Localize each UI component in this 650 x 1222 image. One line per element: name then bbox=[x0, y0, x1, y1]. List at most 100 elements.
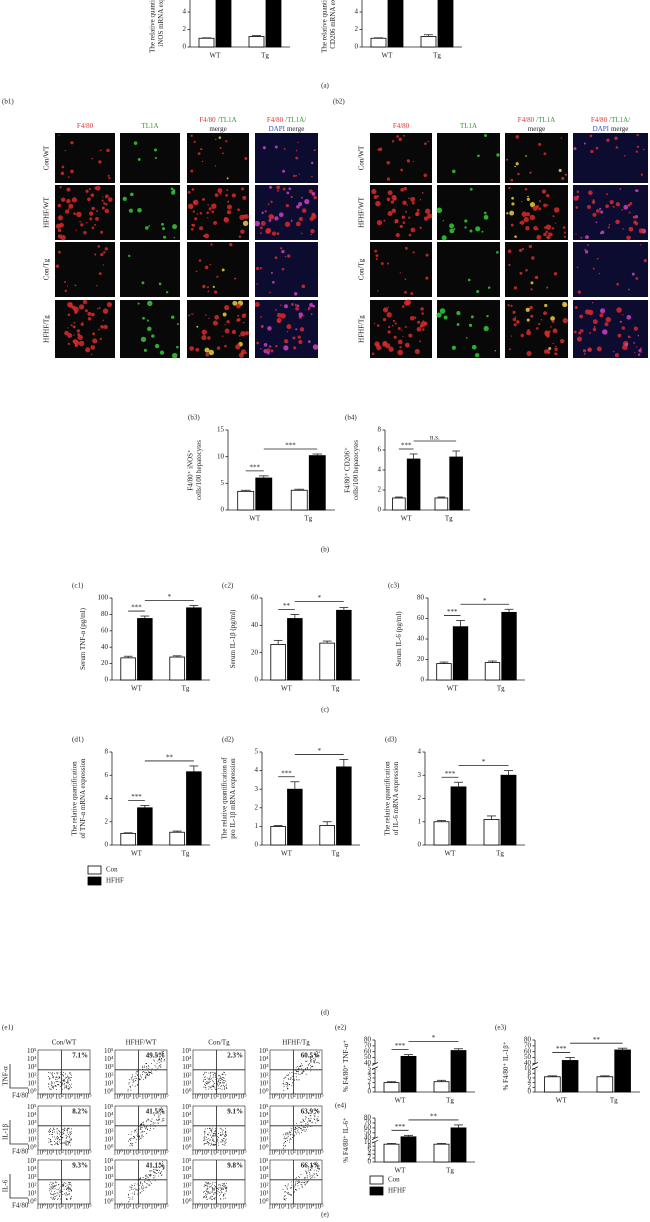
cell bbox=[510, 335, 513, 337]
y-tick-label: 0 bbox=[528, 1088, 532, 1096]
cell bbox=[137, 302, 140, 305]
event bbox=[128, 1193, 130, 1195]
event bbox=[130, 1089, 132, 1091]
cell bbox=[529, 202, 536, 208]
event bbox=[70, 1134, 71, 1135]
event bbox=[158, 1166, 160, 1168]
cell bbox=[546, 349, 550, 353]
event bbox=[66, 1082, 68, 1084]
event bbox=[154, 1122, 156, 1124]
event bbox=[207, 1192, 209, 1194]
event bbox=[150, 1120, 152, 1122]
event bbox=[160, 1064, 162, 1066]
significance-label: *** bbox=[401, 442, 412, 450]
event bbox=[52, 1134, 54, 1135]
event bbox=[225, 1189, 227, 1191]
event bbox=[318, 1119, 319, 1121]
cell bbox=[583, 142, 586, 145]
event bbox=[218, 1085, 219, 1087]
cell bbox=[552, 342, 555, 345]
cell bbox=[509, 210, 515, 216]
bar bbox=[433, 821, 450, 846]
event bbox=[129, 1139, 131, 1140]
cell bbox=[100, 324, 104, 329]
significance-label: * bbox=[432, 1034, 436, 1042]
micrograph bbox=[370, 133, 432, 183]
event bbox=[204, 1128, 206, 1130]
event bbox=[161, 1053, 163, 1055]
cell bbox=[403, 134, 405, 137]
cell bbox=[562, 301, 568, 307]
event bbox=[216, 1084, 218, 1086]
panel-label: (c2) bbox=[222, 582, 234, 590]
event bbox=[288, 1078, 290, 1080]
event bbox=[291, 1082, 293, 1084]
event bbox=[217, 1136, 218, 1138]
header-part: /TL1A bbox=[536, 116, 555, 124]
event bbox=[71, 1190, 72, 1192]
event bbox=[135, 1189, 137, 1191]
event bbox=[51, 1088, 53, 1090]
event bbox=[58, 1133, 60, 1135]
event bbox=[219, 1080, 221, 1082]
cell bbox=[526, 212, 531, 217]
cell bbox=[605, 193, 608, 196]
cell bbox=[215, 138, 217, 141]
event bbox=[204, 1071, 206, 1073]
cell bbox=[286, 191, 290, 195]
event bbox=[67, 1189, 69, 1191]
event bbox=[301, 1187, 303, 1189]
event bbox=[52, 1198, 54, 1200]
bar bbox=[287, 788, 303, 846]
event bbox=[306, 1182, 308, 1184]
event bbox=[206, 1190, 208, 1192]
x-tick-label: 10¹ bbox=[201, 1149, 210, 1157]
cell bbox=[417, 320, 421, 324]
event bbox=[215, 1134, 217, 1136]
bar bbox=[137, 807, 153, 846]
cell bbox=[615, 146, 619, 149]
cell bbox=[622, 314, 624, 316]
cell bbox=[260, 315, 263, 318]
y-tick-label: 10³ bbox=[27, 1173, 36, 1181]
cell bbox=[543, 311, 547, 316]
event bbox=[309, 1120, 311, 1122]
header-part: merge bbox=[209, 125, 226, 133]
event bbox=[218, 1136, 219, 1138]
y-tick-label: 2 bbox=[368, 1154, 372, 1162]
x-tick-label: WT bbox=[445, 850, 457, 858]
event bbox=[305, 1067, 307, 1069]
bar bbox=[248, 36, 265, 48]
event bbox=[57, 1073, 59, 1075]
cell bbox=[604, 322, 609, 327]
event bbox=[318, 1170, 320, 1172]
bar bbox=[169, 831, 185, 846]
cell bbox=[85, 347, 91, 353]
event bbox=[314, 1177, 316, 1178]
y-tick-label: 10² bbox=[104, 1127, 113, 1135]
event bbox=[287, 1134, 289, 1136]
cell bbox=[83, 231, 87, 235]
cell bbox=[375, 343, 380, 347]
y-tick-label: 10⁴ bbox=[27, 1111, 37, 1119]
event bbox=[154, 1060, 156, 1062]
event bbox=[219, 1075, 221, 1077]
event bbox=[158, 1111, 159, 1113]
event bbox=[158, 1066, 160, 1068]
event bbox=[210, 1128, 211, 1130]
event bbox=[135, 1141, 137, 1143]
event bbox=[214, 1197, 216, 1199]
micrograph bbox=[437, 133, 500, 183]
event bbox=[63, 1079, 65, 1081]
cell bbox=[80, 322, 84, 326]
cell bbox=[296, 205, 300, 209]
significance-label: *** bbox=[285, 442, 296, 450]
event bbox=[132, 1084, 134, 1086]
cell bbox=[456, 323, 460, 326]
y-tick-label: 8 bbox=[378, 426, 382, 434]
cell bbox=[403, 186, 407, 191]
event bbox=[127, 1194, 129, 1196]
x-tick-label: 10³ bbox=[296, 1203, 305, 1211]
cell bbox=[400, 187, 404, 192]
event bbox=[142, 1131, 144, 1133]
